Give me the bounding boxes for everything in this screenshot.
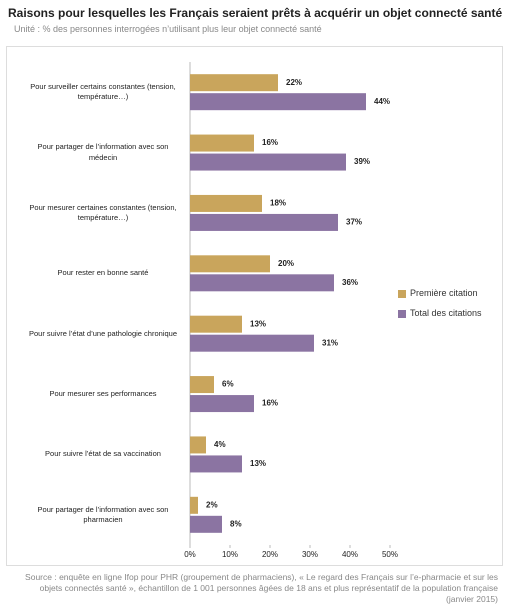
bar bbox=[190, 376, 214, 394]
bar bbox=[190, 496, 198, 514]
legend-swatch bbox=[398, 310, 406, 318]
value-label: 37% bbox=[346, 218, 362, 227]
category-label: Pour partager de l’information avec son … bbox=[37, 142, 169, 162]
x-tick-label: 30% bbox=[302, 550, 318, 559]
bar bbox=[190, 436, 206, 454]
value-label: 20% bbox=[278, 259, 294, 268]
bar bbox=[190, 515, 222, 533]
bar bbox=[190, 334, 314, 352]
value-label: 13% bbox=[250, 459, 266, 468]
source-note: Source : enquête en ligne Ifop pour PHR … bbox=[25, 572, 498, 605]
bar bbox=[190, 74, 278, 92]
value-label: 39% bbox=[354, 157, 370, 166]
category-label: Pour partager de l’information avec son … bbox=[37, 504, 169, 524]
category-label: Pour suivre l’état de sa vaccination bbox=[45, 449, 161, 459]
x-tick-label: 40% bbox=[342, 550, 358, 559]
x-tick-label: 0% bbox=[184, 550, 196, 559]
value-label: 16% bbox=[262, 138, 278, 147]
bar bbox=[190, 315, 242, 333]
chart-title: Raisons pour lesquelles les Français ser… bbox=[8, 6, 503, 20]
bar bbox=[190, 395, 254, 413]
value-label: 18% bbox=[270, 199, 286, 208]
legend-swatch bbox=[398, 290, 406, 298]
category-label: Pour mesurer certaines constantes (tensi… bbox=[29, 202, 177, 222]
category-label: Pour surveiller certains constantes (ten… bbox=[30, 82, 176, 102]
chart-subtitle: Unité : % des personnes interrogées n’ut… bbox=[14, 24, 322, 34]
value-label: 2% bbox=[206, 500, 218, 509]
x-tick-label: 50% bbox=[382, 550, 398, 559]
bar bbox=[190, 93, 366, 111]
bar bbox=[190, 134, 254, 152]
legend-label: Première citation bbox=[410, 288, 478, 298]
bar bbox=[190, 455, 242, 473]
category-label: Pour suivre l’état d’une pathologie chro… bbox=[28, 328, 177, 338]
value-label: 6% bbox=[222, 380, 234, 389]
legend-label: Total des citations bbox=[410, 308, 482, 318]
bar bbox=[190, 255, 270, 273]
x-tick-label: 10% bbox=[222, 550, 238, 559]
value-label: 22% bbox=[286, 78, 302, 87]
bar bbox=[190, 153, 346, 171]
x-tick-label: 20% bbox=[262, 550, 278, 559]
value-label: 44% bbox=[374, 97, 390, 106]
bar bbox=[190, 274, 334, 292]
value-label: 16% bbox=[262, 399, 278, 408]
category-label: Pour mesurer ses performances bbox=[49, 389, 157, 398]
value-label: 31% bbox=[322, 338, 338, 347]
category-label: Pour rester en bonne santé bbox=[57, 268, 149, 278]
bar bbox=[190, 213, 338, 231]
value-label: 36% bbox=[342, 278, 358, 287]
value-label: 8% bbox=[230, 519, 242, 528]
value-label: 13% bbox=[250, 319, 266, 328]
bar bbox=[190, 194, 262, 212]
chart-frame bbox=[6, 46, 503, 566]
value-label: 4% bbox=[214, 440, 226, 449]
